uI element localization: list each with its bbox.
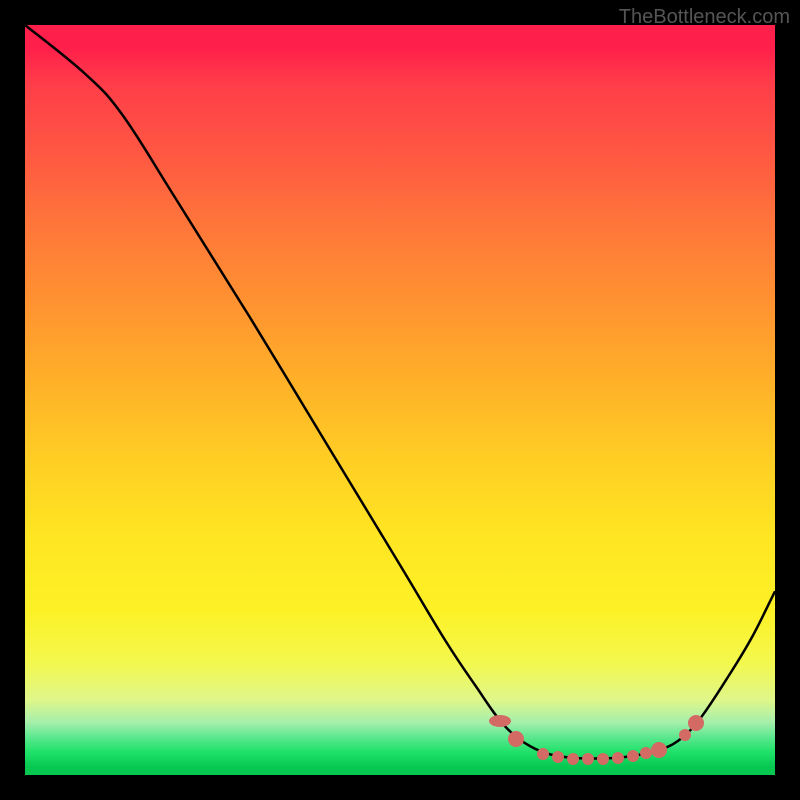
data-dot <box>688 715 704 731</box>
chart-plot-area <box>25 25 775 775</box>
data-dot <box>552 751 564 763</box>
data-dot <box>651 742 667 758</box>
data-dots-layer <box>25 25 775 775</box>
data-dot <box>582 753 594 765</box>
data-dot <box>679 729 691 741</box>
data-dot <box>508 731 524 747</box>
data-dot <box>567 753 579 765</box>
data-dot <box>597 753 609 765</box>
data-dot <box>612 752 624 764</box>
watermark-text: TheBottleneck.com <box>619 6 790 29</box>
data-dot <box>537 748 549 760</box>
data-dot <box>627 750 639 762</box>
data-dot <box>489 715 511 727</box>
